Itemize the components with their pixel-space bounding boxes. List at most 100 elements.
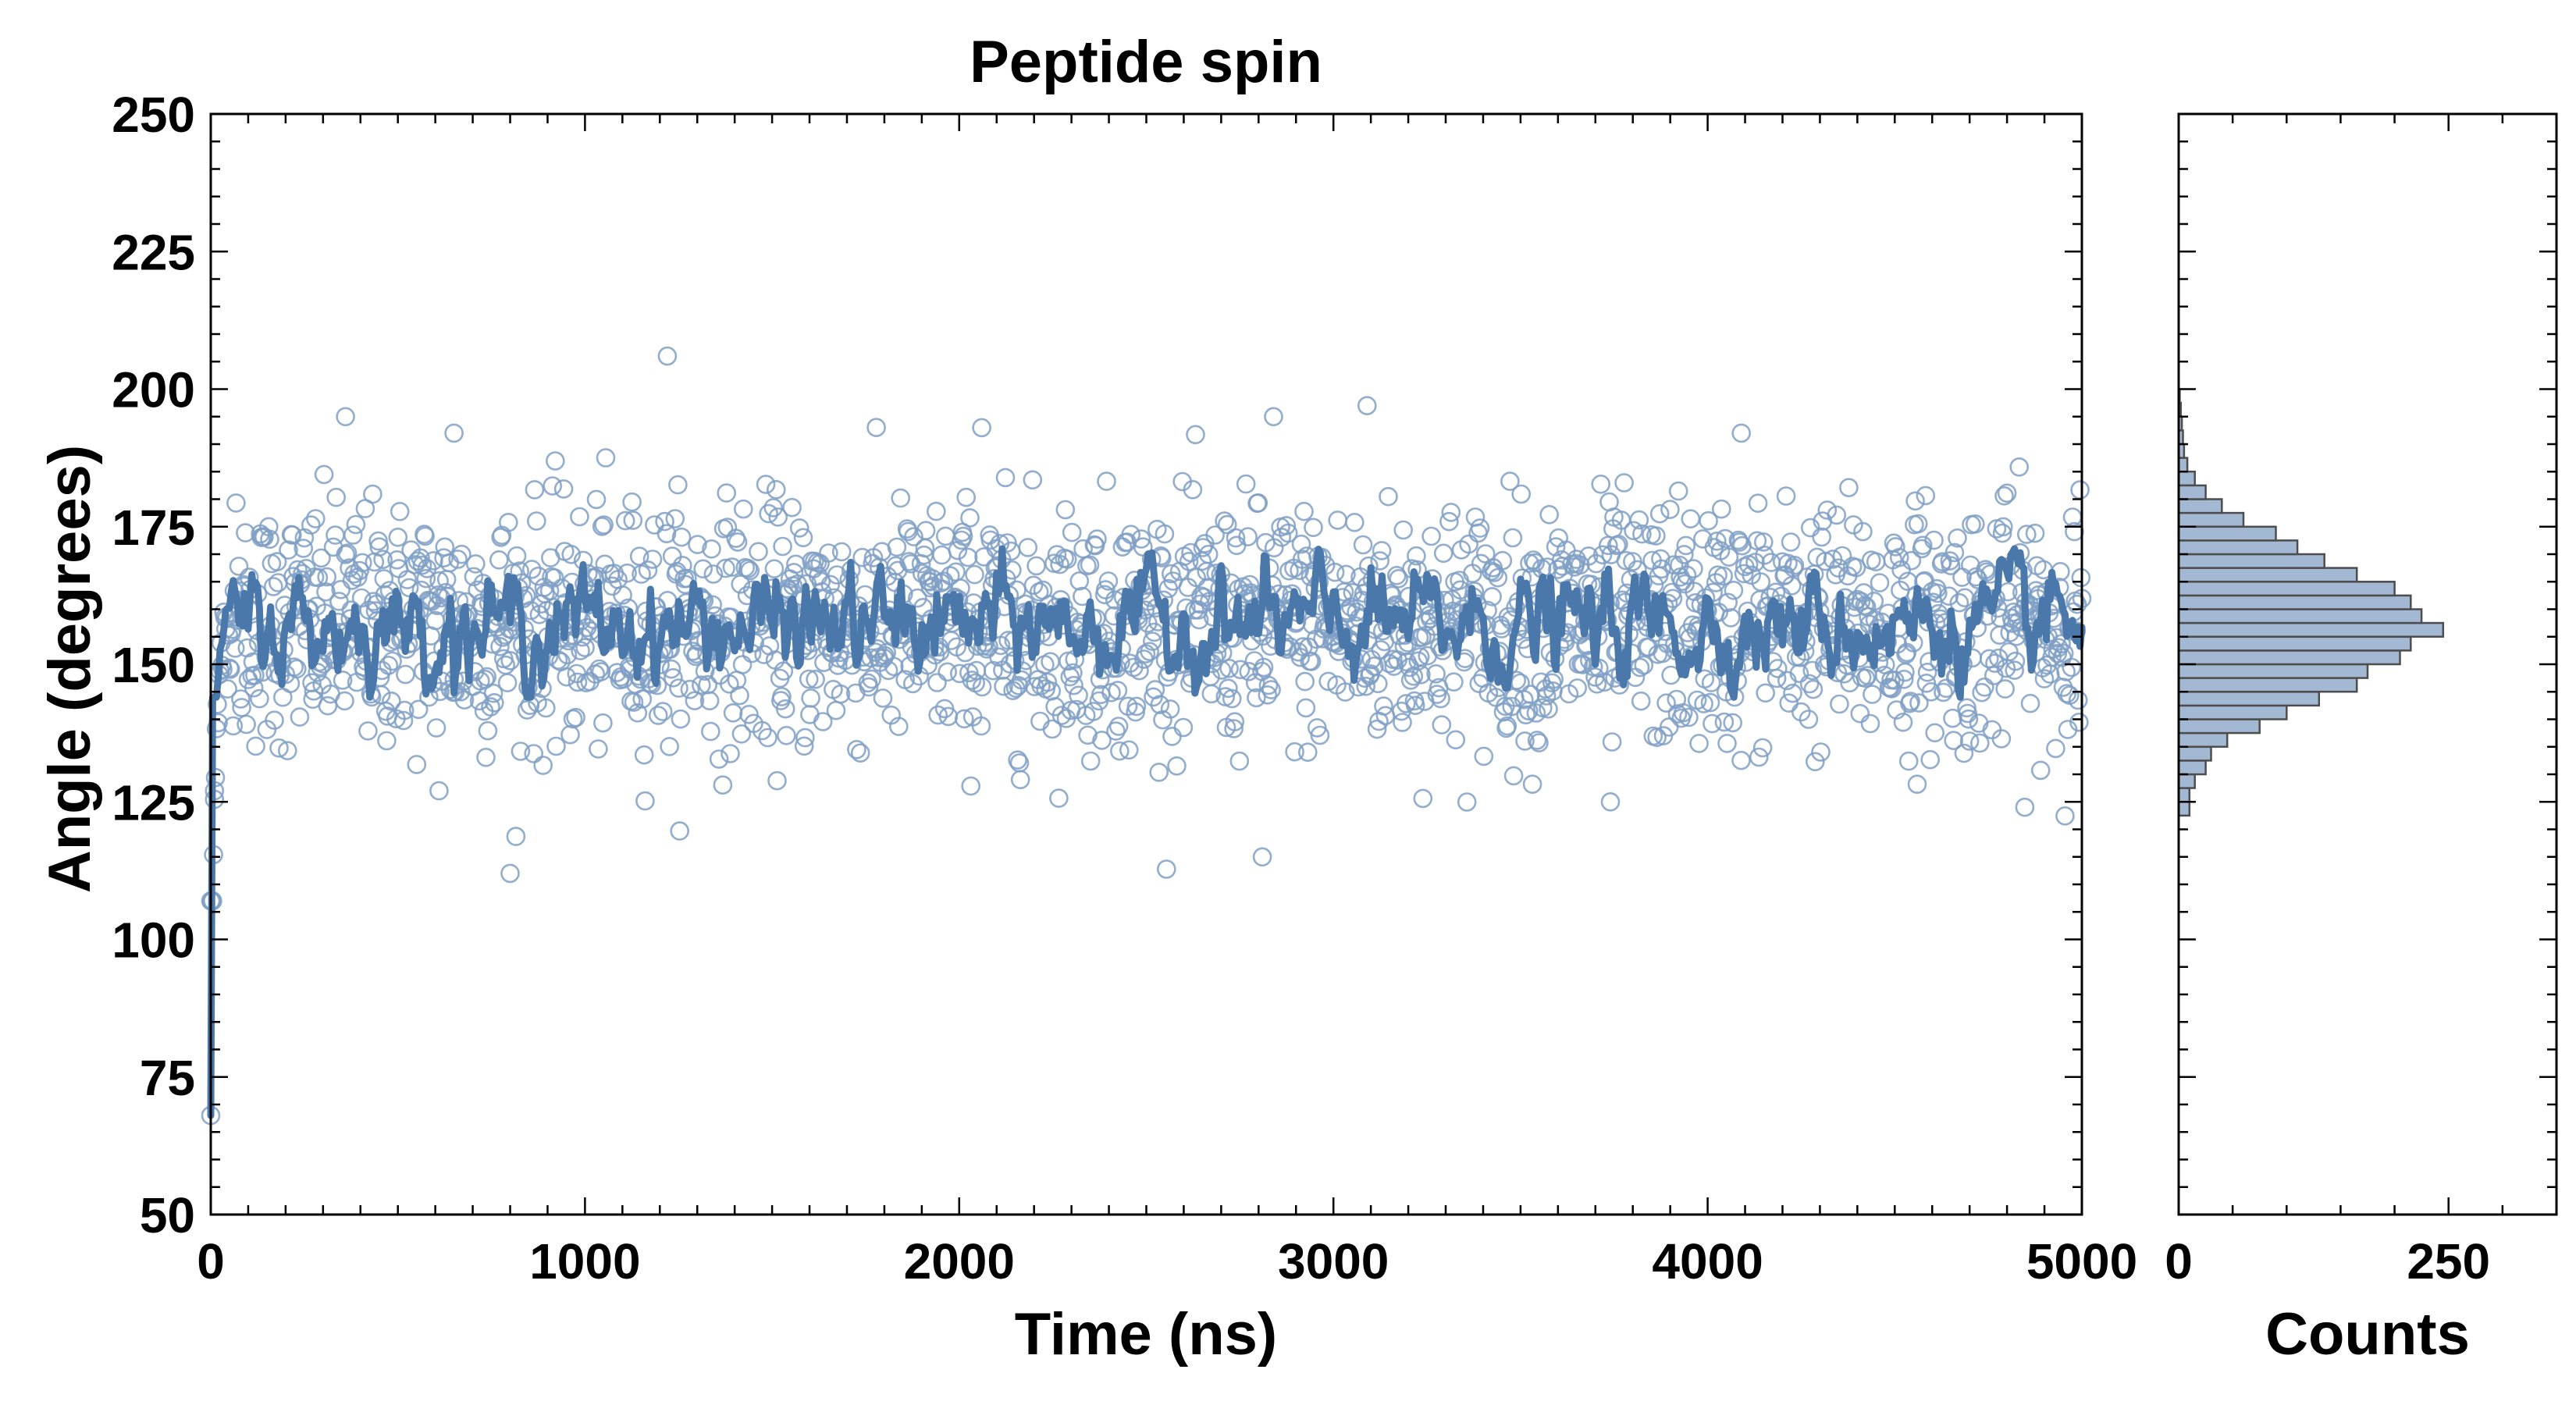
scatter-point bbox=[1723, 713, 1742, 733]
scatter-point bbox=[592, 517, 612, 536]
scatter-point bbox=[546, 736, 566, 756]
scatter-point bbox=[277, 741, 297, 761]
scatter-point bbox=[1364, 656, 1384, 676]
scatter-point bbox=[393, 710, 414, 731]
scatter-point bbox=[1649, 503, 1670, 524]
scatter-point bbox=[1673, 702, 1693, 723]
scatter-point bbox=[994, 676, 1013, 696]
scatter-point bbox=[1370, 551, 1389, 571]
y-tick-label: 200 bbox=[112, 362, 195, 418]
scatter-point bbox=[379, 656, 399, 675]
scatter-point bbox=[709, 749, 729, 769]
scatter-point bbox=[1886, 537, 1905, 557]
histogram-bar bbox=[2177, 594, 2412, 610]
scatter-point bbox=[416, 568, 436, 589]
scatter-point bbox=[1924, 530, 1944, 550]
histogram-bar bbox=[2177, 745, 2212, 762]
scatter-point bbox=[377, 731, 397, 751]
scatter-point bbox=[773, 536, 792, 557]
scatter-point bbox=[331, 579, 351, 599]
scatter-point bbox=[279, 540, 298, 560]
scatter-point bbox=[1624, 521, 1643, 541]
scatter-point bbox=[1226, 528, 1246, 548]
scatter-point bbox=[412, 555, 432, 575]
scatter-point bbox=[1860, 713, 1880, 734]
scatter-point bbox=[1018, 538, 1038, 557]
scatter-point bbox=[1748, 493, 1768, 514]
scatter-point bbox=[343, 525, 363, 545]
scatter-point bbox=[1855, 596, 1875, 616]
scatter-point bbox=[1432, 715, 1452, 735]
histogram-axis-ticks bbox=[2177, 112, 2558, 1216]
scatter-point bbox=[1766, 582, 1786, 603]
scatter-point bbox=[1328, 510, 1347, 530]
scatter-point bbox=[591, 662, 611, 681]
scatter-point bbox=[1850, 703, 1870, 724]
hist-x-tick-label: 250 bbox=[2407, 1233, 2490, 1289]
scatter-point bbox=[490, 636, 510, 656]
scatter-point bbox=[329, 592, 349, 611]
scatter-point bbox=[1954, 743, 1974, 763]
scatter-point bbox=[317, 567, 337, 587]
scatter-point bbox=[481, 697, 500, 717]
scatter-point bbox=[1846, 557, 1866, 578]
scatter-point bbox=[363, 484, 382, 504]
scatter-point bbox=[1276, 516, 1297, 535]
scatter-point bbox=[1909, 693, 1929, 713]
scatter-point bbox=[326, 525, 345, 545]
scatter-point bbox=[1055, 500, 1076, 520]
scatter-point bbox=[1514, 689, 1534, 710]
scatter-point bbox=[740, 560, 760, 581]
scatter-point bbox=[246, 736, 265, 756]
scatter-point bbox=[1944, 731, 1963, 751]
scatter-point bbox=[1149, 763, 1169, 782]
scatter-point bbox=[1731, 750, 1751, 770]
scatter-point bbox=[1285, 742, 1304, 762]
scatter-point bbox=[387, 550, 407, 570]
y-tick-label: 50 bbox=[140, 1187, 195, 1243]
scatter-point bbox=[794, 736, 814, 756]
scatter-point bbox=[1205, 525, 1225, 545]
scatter-point bbox=[768, 507, 788, 527]
scatter-point bbox=[1446, 730, 1466, 750]
scatter-point bbox=[593, 713, 613, 733]
scatter-point bbox=[265, 710, 284, 731]
scatter-point bbox=[250, 688, 269, 709]
scatter-point bbox=[1198, 544, 1219, 564]
scatter-point bbox=[1092, 731, 1112, 750]
scatter-point bbox=[1140, 642, 1159, 662]
scatter-point bbox=[316, 582, 336, 602]
histogram-bar bbox=[2177, 801, 2191, 817]
scatter-point bbox=[1631, 691, 1651, 711]
scatter-point bbox=[1155, 524, 1175, 544]
scatter-point bbox=[672, 556, 692, 575]
scatter-point bbox=[1201, 684, 1222, 704]
scatter-point bbox=[535, 698, 556, 718]
scatter-point bbox=[1465, 507, 1485, 527]
scatter-point bbox=[702, 539, 721, 559]
scatter-point bbox=[1254, 657, 1274, 678]
scatter-point bbox=[1817, 500, 1838, 520]
scatter-point bbox=[390, 501, 410, 521]
scatter-point bbox=[655, 511, 674, 532]
y-tick-label: 150 bbox=[112, 637, 195, 693]
scatter-point bbox=[1023, 470, 1043, 490]
scatter-point bbox=[765, 650, 785, 670]
scatter-point bbox=[936, 526, 955, 546]
scatter-point bbox=[1336, 564, 1356, 585]
scatter-point bbox=[958, 547, 978, 567]
scatter-point bbox=[213, 660, 233, 679]
scatter-point bbox=[1522, 774, 1542, 795]
scatter-point bbox=[731, 724, 752, 744]
scatter-point bbox=[664, 667, 683, 688]
scatter-point bbox=[1194, 587, 1214, 607]
scatter-point bbox=[407, 755, 427, 774]
scatter-point bbox=[1839, 478, 1859, 498]
scatter-point bbox=[1049, 788, 1069, 808]
scatter-point bbox=[1186, 425, 1205, 445]
scatter-point bbox=[1130, 660, 1149, 681]
scatter-point bbox=[543, 476, 563, 496]
scatter-point bbox=[739, 704, 759, 724]
scatter-point bbox=[2070, 480, 2090, 500]
scatter-point bbox=[1609, 534, 1628, 554]
